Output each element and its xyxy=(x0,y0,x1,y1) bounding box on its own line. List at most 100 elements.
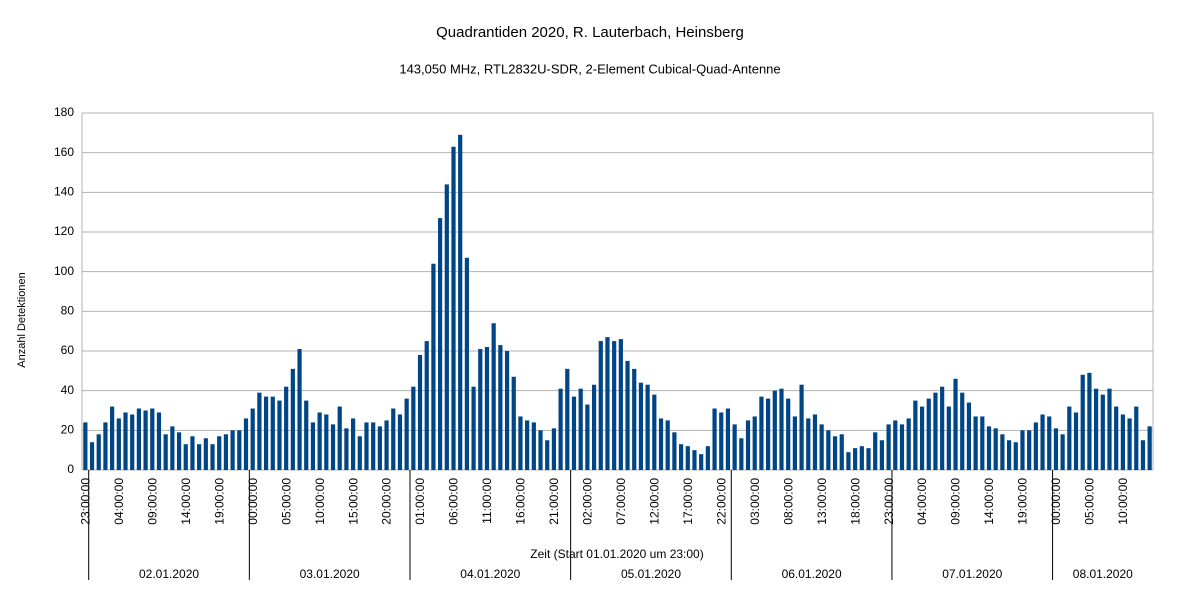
bar xyxy=(190,436,195,470)
bar xyxy=(1060,434,1065,470)
bar xyxy=(217,436,222,470)
bar xyxy=(230,430,235,470)
bar xyxy=(612,341,617,470)
chart-title: Quadrantiden 2020, R. Lauterbach, Heinsb… xyxy=(436,24,744,41)
x-tick-label: 13:00:00 xyxy=(815,478,829,525)
bar xyxy=(625,360,630,470)
y-tick-label: 180 xyxy=(54,105,74,119)
x-tick-label: 05:00:00 xyxy=(279,478,293,525)
bar xyxy=(1080,374,1085,470)
bar xyxy=(1114,406,1119,470)
bar xyxy=(310,422,316,470)
bar xyxy=(83,422,88,470)
bar xyxy=(431,263,436,470)
x-tick-label: 20:00:00 xyxy=(380,478,394,525)
bar xyxy=(819,424,824,470)
y-tick-label: 160 xyxy=(54,145,74,159)
x-tick-label: 09:00:00 xyxy=(949,478,963,525)
bar xyxy=(377,426,382,470)
x-tick-label: 09:00:00 xyxy=(145,478,159,525)
bar xyxy=(665,420,670,470)
bar xyxy=(317,412,322,470)
bar xyxy=(491,323,496,470)
bar xyxy=(605,337,610,470)
bar xyxy=(859,446,864,470)
bar xyxy=(839,434,844,470)
bar xyxy=(966,402,972,470)
bar xyxy=(745,420,751,470)
bar xyxy=(531,422,536,470)
x-tick-label: 10:00:00 xyxy=(1116,478,1130,525)
bar xyxy=(645,384,650,470)
bar xyxy=(136,408,141,470)
bar xyxy=(478,349,483,470)
bar xyxy=(672,432,677,470)
x-tick-label: 12:00:00 xyxy=(647,478,661,525)
x-tick-label: 07:00:00 xyxy=(614,478,628,525)
bar xyxy=(183,444,188,470)
bar xyxy=(598,341,603,470)
x-tick-label: 00:00:00 xyxy=(246,478,260,525)
bar xyxy=(538,430,543,470)
bar xyxy=(725,408,731,470)
x-tick-label: 23:00:00 xyxy=(79,478,93,525)
bar xyxy=(585,404,590,470)
bar xyxy=(658,418,664,470)
bar xyxy=(150,408,155,470)
bar xyxy=(1047,416,1052,470)
bar xyxy=(391,408,396,470)
bar xyxy=(411,386,416,470)
bar xyxy=(110,406,115,470)
bar xyxy=(371,422,376,470)
bar xyxy=(545,440,550,470)
bar xyxy=(297,349,302,470)
x-tick-label: 19:00:00 xyxy=(1016,478,1030,525)
bar xyxy=(130,414,135,470)
bar xyxy=(156,412,162,470)
bar xyxy=(257,392,262,470)
bar xyxy=(350,418,356,470)
bar xyxy=(284,386,289,470)
x-tick-label: 10:00:00 xyxy=(313,478,327,525)
bar xyxy=(444,184,449,470)
y-tick-label: 60 xyxy=(61,343,75,357)
date-label: 03.01.2020 xyxy=(300,567,360,581)
date-label: 04.01.2020 xyxy=(460,567,520,581)
bar xyxy=(330,424,336,470)
bar xyxy=(946,406,951,470)
chart-subtitle: 143,050 MHz, RTL2832U-SDR, 2-Element Cub… xyxy=(399,61,780,76)
bar xyxy=(96,434,101,470)
bar xyxy=(404,398,409,470)
bar xyxy=(344,428,349,470)
bar xyxy=(1127,418,1132,470)
bar xyxy=(973,416,978,470)
bar xyxy=(826,430,831,470)
bar xyxy=(498,345,503,470)
bar xyxy=(652,394,657,470)
bar xyxy=(565,368,570,470)
bar xyxy=(551,428,557,470)
bar xyxy=(1000,434,1005,470)
x-tick-label: 14:00:00 xyxy=(982,478,996,525)
x-tick-label: 15:00:00 xyxy=(346,478,360,525)
x-tick-label: 03:00:00 xyxy=(748,478,762,525)
bar xyxy=(384,420,389,470)
bar xyxy=(906,418,911,470)
bar xyxy=(1094,388,1099,470)
bar xyxy=(1073,412,1079,470)
bar xyxy=(263,396,269,470)
bar xyxy=(1140,440,1146,470)
date-label: 06.01.2020 xyxy=(782,567,842,581)
bar xyxy=(290,368,295,470)
bar xyxy=(417,354,423,470)
bar xyxy=(913,400,918,470)
bar xyxy=(739,438,744,470)
x-tick-label: 17:00:00 xyxy=(681,478,695,525)
x-tick-label: 06:00:00 xyxy=(447,478,461,525)
bar xyxy=(591,384,597,470)
bar xyxy=(699,454,704,470)
bar xyxy=(424,341,429,470)
bar xyxy=(618,339,623,470)
bar xyxy=(89,442,95,470)
bar xyxy=(176,432,182,470)
